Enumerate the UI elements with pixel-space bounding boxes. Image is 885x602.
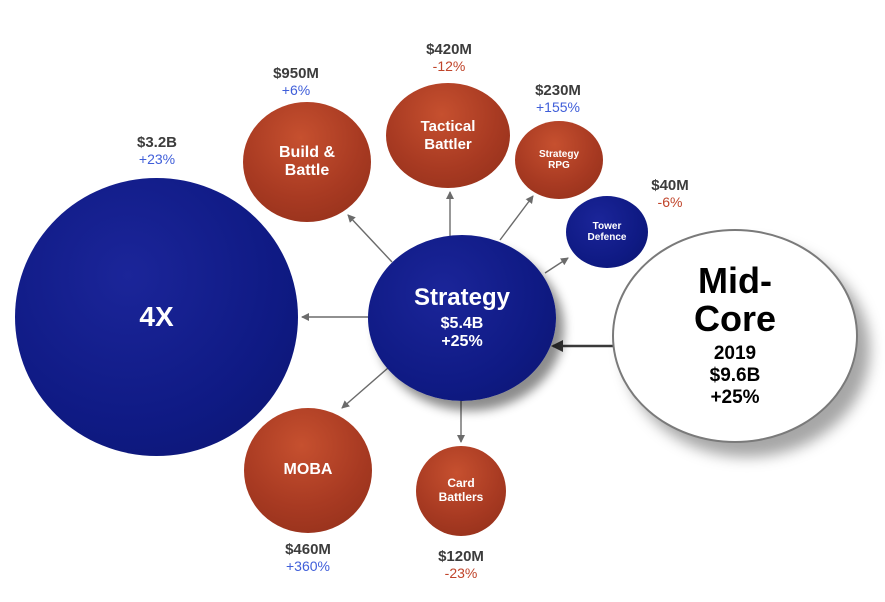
bubble-tactical-battler: Tactical Battler xyxy=(386,83,510,188)
change-card: -23% xyxy=(444,565,478,581)
label-card-battlers: $120M -23% xyxy=(438,548,484,581)
value-tactical: $420M xyxy=(426,41,472,58)
tower-label-2: Defence xyxy=(587,232,627,243)
build-battle-label-2: Battle xyxy=(284,162,330,179)
strategy-bubble: Strategy $5.4B +25% xyxy=(368,235,556,401)
value-moba: $460M xyxy=(285,541,331,558)
bubble-moba: MOBA xyxy=(244,408,372,533)
midcore-title-1: Mid- xyxy=(698,260,772,302)
tower-label-1: Tower xyxy=(592,220,622,232)
midcore-value: $9.6B xyxy=(709,364,761,386)
label-4x: $3.2B +23% xyxy=(137,134,177,167)
bubble-4x-label: 4X xyxy=(139,300,174,332)
change-srpg: +155% xyxy=(536,99,580,115)
label-tactical-battler: $420M -12% xyxy=(426,41,472,74)
tactical-label-2: Battler xyxy=(424,135,472,153)
midcore-bubble: Mid- Core 2019 $9.6B +25% xyxy=(612,229,858,443)
srpg-label-2: RPG xyxy=(548,160,570,171)
change-4x: +23% xyxy=(138,151,176,167)
tactical-label-1: Tactical xyxy=(420,118,476,136)
card-label-1: Card xyxy=(447,476,475,491)
midcore-year: 2019 xyxy=(713,343,757,365)
arrow-to-build-battle xyxy=(347,214,393,263)
midcore-title-2: Core xyxy=(693,298,777,340)
card-label-2: Battlers xyxy=(438,490,484,504)
label-tower-defence: $40M -6% xyxy=(651,177,689,210)
bubble-strategy-rpg: Strategy RPG xyxy=(515,121,603,199)
bubble-build-battle: Build & Battle xyxy=(243,102,371,222)
build-battle-label-1: Build & xyxy=(279,143,335,161)
strategy-growth: +25% xyxy=(441,333,483,351)
midcore-growth: +25% xyxy=(710,386,760,408)
label-moba: $460M +360% xyxy=(285,541,331,574)
value-srpg: $230M xyxy=(535,82,581,99)
bubble-card-battlers: Card Battlers xyxy=(416,446,506,536)
moba-label: MOBA xyxy=(283,461,333,479)
arrow-to-strategy-rpg xyxy=(499,195,534,241)
change-tactical: -12% xyxy=(432,58,466,74)
arrow-to-tower xyxy=(544,257,569,274)
label-strategy-rpg: $230M +155% xyxy=(535,82,581,115)
arrow-to-moba xyxy=(341,367,389,409)
value-4x: $3.2B xyxy=(136,134,178,151)
strategy-title: Strategy xyxy=(413,284,511,312)
change-tower: -6% xyxy=(657,194,683,210)
value-card: $120M xyxy=(438,548,484,565)
srpg-label-1: Strategy xyxy=(538,148,579,160)
value-build-battle: $950M xyxy=(273,65,319,82)
strategy-value: $5.4B xyxy=(440,314,484,332)
change-moba: +360% xyxy=(286,558,330,574)
bubble-tower-defence: Tower Defence xyxy=(566,196,648,268)
value-tower: $40M xyxy=(651,177,689,194)
bubble-4x: 4X xyxy=(15,178,298,456)
label-build-battle: $950M +6% xyxy=(273,65,319,98)
change-build-battle: +6% xyxy=(281,82,311,98)
